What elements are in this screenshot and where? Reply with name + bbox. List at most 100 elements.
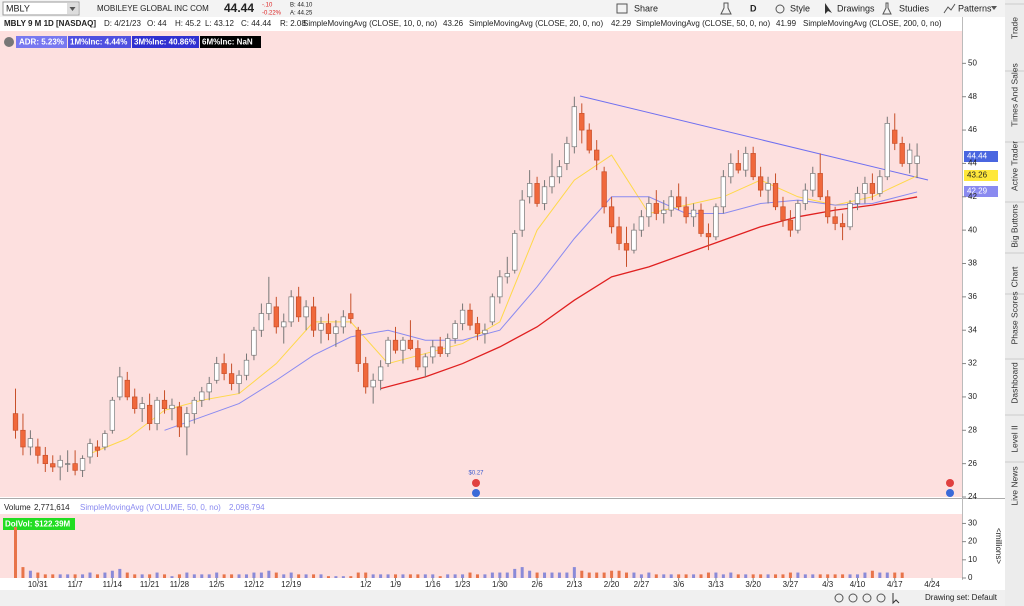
volume-bar [617,570,621,578]
volume-study-value: 2,098,794 [229,503,265,512]
candle-body [422,356,428,368]
trendline[interactable] [579,95,929,181]
event-icon[interactable] [946,479,954,487]
candle-body [646,203,652,218]
y-tick-label: 48 [968,92,977,101]
patterns-button[interactable]: Patterns [958,3,992,13]
volume-bar [58,574,62,578]
x-tick-label: 4/24 [924,580,940,589]
volume-bar [192,574,196,578]
study-legend[interactable]: SimpleMovingAvg (CLOSE, 10, 0, no) [303,19,437,28]
volume-bar [423,574,427,578]
volume-bar [885,572,889,578]
study-value: 42.29 [611,19,632,28]
sidebar-tab[interactable]: Active Trader [1009,141,1019,191]
study-tag-text: 42.29 [967,187,988,196]
patterns-icon[interactable] [943,3,956,14]
sidebar-tab[interactable]: Times And Sales [1009,63,1019,126]
volume-bar [386,574,390,578]
volume-bar [855,574,859,578]
candle-body [228,373,235,384]
volume-bar [431,574,435,578]
candle-body [519,199,525,231]
volume-bar [274,572,278,578]
candle-body [377,366,384,381]
x-tick-label: 3/6 [673,580,685,589]
style-icon[interactable] [775,4,785,14]
style-button[interactable]: Style [790,3,810,13]
share-icon[interactable] [616,3,628,14]
volume-header-bg [0,500,962,514]
volume-bar [565,572,569,578]
candle-body [735,163,741,171]
candle-body [251,329,257,356]
volume-study-legend[interactable]: SimpleMovingAvg (VOLUME, 50, 0, no) [80,503,221,512]
drawings-icon[interactable] [825,3,832,14]
toolbar-icon[interactable] [848,593,858,603]
price-axis-bg [962,17,1005,497]
x-tick-label: 4/10 [850,580,866,589]
volume-pane [0,514,962,578]
flask-icon[interactable] [720,2,732,15]
volume-bar [312,574,316,578]
volume-bar [602,572,606,578]
event-icon[interactable] [472,479,480,487]
x-tick-label: 11/7 [68,580,84,589]
volume-bar [535,572,539,578]
candle-body [683,206,689,218]
volume-bar [833,574,837,578]
volume-bar [125,572,129,578]
pointer-icon[interactable] [892,593,900,605]
symbol[interactable]: MBLY [6,3,30,13]
zoom-in[interactable] [862,593,872,603]
sidebar-tab[interactable]: Level II [1009,425,1019,452]
share-button[interactable]: Share [634,3,658,13]
sidebar-tab[interactable]: Phase Scores [1009,292,1019,345]
study-line [380,196,918,390]
drawings-button[interactable]: Drawings [837,3,875,13]
x-tick-label: 3/20 [745,580,761,589]
candle-body [50,463,56,468]
volume-bar [36,572,40,578]
event-icon[interactable] [472,489,480,497]
study-legend[interactable]: SimpleMovingAvg (CLOSE, 50, 0, no) [636,19,770,28]
sidebar [1005,0,1024,606]
volume-bar [572,567,576,578]
candle-body [12,413,19,431]
aggregation-button[interactable]: D [750,3,757,13]
event-icon[interactable] [946,489,954,497]
volume-bar [118,568,122,578]
sidebar-tab[interactable]: Dashboard [1009,362,1019,404]
volume-bar [21,567,25,578]
volume-bar [714,572,718,578]
candle-body [787,219,794,231]
volume-bar [781,574,785,578]
study-legend[interactable]: SimpleMovingAvg (CLOSE, 200, 0, no) [803,19,942,28]
symbol-input[interactable] [2,1,80,16]
candle-body [295,296,302,318]
sidebar-tab[interactable]: Trade [1009,17,1019,39]
badge-menu[interactable] [4,37,14,47]
volume-bar [848,574,852,578]
candle-body [355,329,361,364]
studies-button[interactable]: Studies [899,3,930,13]
study-value: 43.26 [443,19,464,28]
candle-body [72,463,78,471]
studies-icon[interactable] [882,2,892,15]
menu-arrow[interactable] [991,6,997,10]
drawing-set[interactable]: Drawing set: Default [925,593,998,602]
sidebar-tab[interactable]: Big Buttons [1009,204,1019,247]
zoom-out[interactable] [876,593,886,603]
study-legend[interactable]: SimpleMovingAvg (CLOSE, 20, 0, no) [469,19,603,28]
volume-bar [699,574,703,578]
volume-bar [811,574,815,578]
toolbar-icon[interactable] [834,593,844,603]
volume-bar [163,574,167,578]
sidebar-tab[interactable]: Live News [1009,466,1019,505]
volume-bar [744,574,748,578]
candle-body [564,143,570,164]
sidebar-tab[interactable]: Chart [1009,266,1019,287]
study-tag-text: 43.26 [967,171,988,180]
volume-title: Volume [4,503,31,512]
